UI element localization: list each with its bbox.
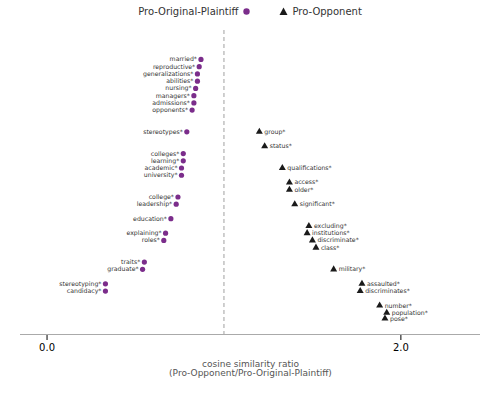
svg-text:access*: access* [294, 178, 318, 185]
svg-text:discriminates*: discriminates* [365, 287, 410, 294]
svg-text:roles*: roles* [142, 236, 160, 243]
svg-text:institutions*: institutions* [312, 229, 350, 236]
svg-text:traits*: traits* [121, 258, 140, 265]
svg-text:discriminate*: discriminate* [317, 236, 358, 243]
svg-text:learning*: learning* [150, 156, 180, 164]
svg-text:admissions*: admissions* [152, 99, 190, 106]
svg-text:colleges*: colleges* [150, 149, 180, 157]
svg-text:excluding*: excluding* [313, 221, 347, 229]
svg-text:education*: education* [133, 215, 167, 222]
svg-text:stereotypes*: stereotypes* [143, 128, 183, 136]
svg-text:status*: status* [270, 142, 292, 149]
svg-text:managers*: managers* [155, 91, 190, 99]
svg-text:military*: military* [339, 265, 366, 273]
html-text:Pro-Original-Plaintiff: Pro-Original-Plaintiff [138, 5, 239, 17]
svg-text:cosine similarity ratio(Pro-Op: cosine similarity ratio(Pro-Opponent/Pro… [169, 359, 332, 378]
svg-text:opponents*: opponents* [152, 106, 188, 114]
svg-text:leadership*: leadership* [137, 200, 172, 208]
svg-text:stereotyping*: stereotyping* [59, 279, 102, 287]
svg-text:older*: older* [294, 186, 313, 193]
svg-text:significant*: significant* [300, 200, 335, 208]
html-text:Pro-Opponent: Pro-Opponent [292, 5, 362, 17]
svg-text:college*: college* [148, 193, 174, 200]
svg-text:0.0: 0.0 [39, 342, 55, 353]
svg-text:population*: population* [391, 308, 428, 316]
svg-text:qualifications*: qualifications* [287, 164, 331, 172]
svg-text:generalizations*: generalizations* [143, 69, 194, 77]
svg-text:assaulted*: assaulted* [367, 280, 400, 287]
svg-text:2.0: 2.0 [393, 342, 409, 353]
svg-text:candidacy*: candidacy* [67, 287, 102, 295]
svg-text:abilities*: abilities* [166, 77, 193, 84]
svg-text:nursing*: nursing* [165, 84, 192, 92]
svg-text:pose*: pose* [390, 315, 408, 323]
svg-text:academic*: academic* [145, 164, 178, 171]
svg-text:explaining*: explaining* [126, 229, 162, 237]
svg-text:number*: number* [385, 302, 412, 309]
svg-text:married*: married* [170, 55, 197, 62]
svg-text:reproductive*: reproductive* [152, 62, 196, 70]
svg-text:university*: university* [144, 171, 178, 179]
svg-text:graduate*: graduate* [107, 265, 138, 273]
svg-text:class*: class* [321, 244, 339, 251]
svg-text:group*: group* [264, 128, 285, 136]
